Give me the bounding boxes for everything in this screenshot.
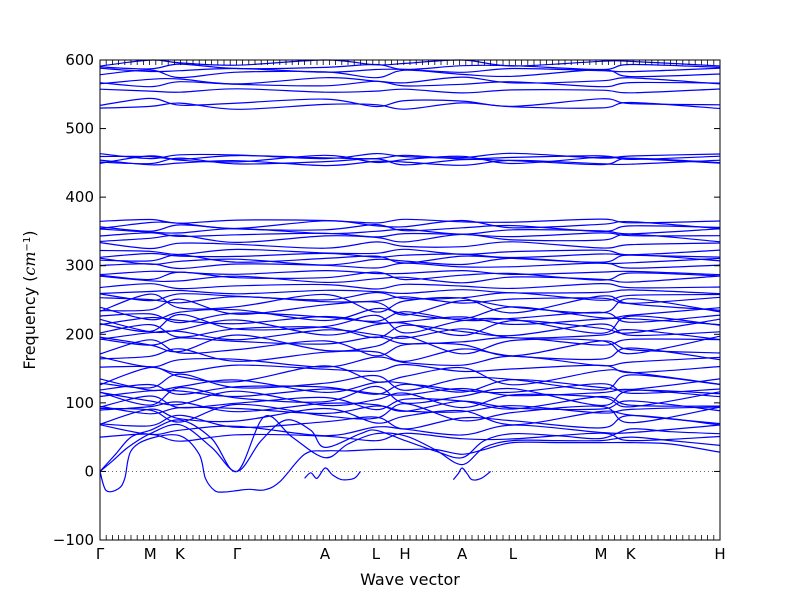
- optical-band-36: [99, 269, 721, 276]
- optical-band-52: [99, 154, 721, 161]
- optical-band-38: [99, 257, 721, 266]
- x-tick-label: L: [509, 545, 518, 563]
- optical-band-9: [99, 385, 721, 407]
- optical-band-55: [99, 97, 721, 108]
- y-tick-label: 0: [84, 462, 94, 480]
- x-tick-label: K: [175, 545, 186, 563]
- y-tick-label: 100: [65, 394, 94, 412]
- x-tick-label: H: [399, 545, 410, 563]
- optical-band-3: [99, 407, 721, 426]
- optical-band-14: [99, 365, 721, 386]
- x-axis-title: Wave vector: [360, 570, 460, 589]
- optical-band-41: [99, 248, 721, 256]
- optical-band-6: [99, 400, 721, 413]
- optical-band-31: [99, 291, 721, 302]
- acoustic-band-1: [99, 414, 721, 473]
- optical-band-1: [99, 424, 721, 437]
- optical-band-19: [99, 334, 721, 355]
- optical-band-30: [99, 296, 721, 305]
- x-tick-label: M: [594, 545, 607, 563]
- x-tick-label: A: [457, 545, 468, 563]
- optical-band-10: [99, 387, 721, 398]
- acoustic-band-0: [99, 419, 721, 472]
- optical-band-2: [99, 414, 721, 430]
- optical-band-8: [99, 390, 721, 409]
- x-tick-label: M: [144, 545, 157, 563]
- optical-band-54: [99, 101, 721, 110]
- optical-band-22: [99, 323, 721, 339]
- y-tick-label: 200: [65, 325, 94, 343]
- x-tick-label: A: [320, 545, 331, 563]
- optical-band-20: [99, 336, 721, 346]
- y-ticks: −100 0 100 200 300 400 500 600: [53, 51, 720, 549]
- optical-band-48: [99, 218, 721, 224]
- optical-band-28: [99, 298, 721, 316]
- optical-band-24: [99, 313, 721, 334]
- y-tick-label: 600: [65, 51, 94, 69]
- x-tick-label: H: [714, 545, 725, 563]
- optical-band-58: [99, 76, 721, 85]
- optical-band-45: [99, 228, 721, 235]
- y-tick-label: −100: [53, 531, 94, 549]
- acoustic-band-2: [99, 434, 721, 493]
- x-tick-label: Γ: [96, 545, 105, 563]
- x-tick-label: L: [372, 545, 381, 563]
- optical-band-56: [99, 88, 721, 94]
- optical-band-61: [99, 63, 721, 71]
- optical-band-29: [99, 293, 721, 314]
- optical-band-40: [99, 252, 721, 259]
- band-lines: [99, 59, 721, 493]
- y-tick-label: 300: [65, 257, 94, 275]
- optical-band-57: [99, 80, 721, 88]
- y-tick-label: 500: [65, 120, 94, 138]
- optical-band-21: [99, 328, 721, 341]
- optical-band-46: [99, 223, 721, 233]
- optical-band-17: [99, 347, 721, 363]
- optical-band-13: [99, 373, 721, 391]
- optical-band-26: [99, 311, 721, 324]
- optical-band-43: [99, 233, 721, 244]
- optical-band-60: [99, 67, 721, 73]
- optical-band-4: [99, 403, 721, 424]
- optical-band-44: [99, 232, 721, 238]
- optical-band-18: [99, 339, 721, 357]
- y-tick-label: 400: [65, 188, 94, 206]
- y-axis-title: Frequency (cm−1): [20, 230, 39, 369]
- optical-band-62: [99, 59, 721, 67]
- optical-band-50: [99, 157, 721, 166]
- x-tick-label: Γ: [233, 545, 242, 563]
- optical-band-42: [99, 241, 721, 250]
- optical-band-0: [99, 432, 721, 442]
- optical-band-32: [99, 289, 721, 295]
- optical-band-7: [99, 395, 721, 411]
- acoustic-band-4: [452, 467, 491, 481]
- plot-frame: [99, 59, 721, 541]
- optical-band-53: [99, 152, 721, 160]
- optical-band-33: [99, 282, 721, 290]
- optical-band-11: [99, 383, 721, 396]
- optical-band-16: [99, 355, 721, 368]
- x-tick-label: K: [626, 545, 637, 563]
- optical-band-15: [99, 363, 721, 374]
- acoustic-band-3: [304, 467, 361, 481]
